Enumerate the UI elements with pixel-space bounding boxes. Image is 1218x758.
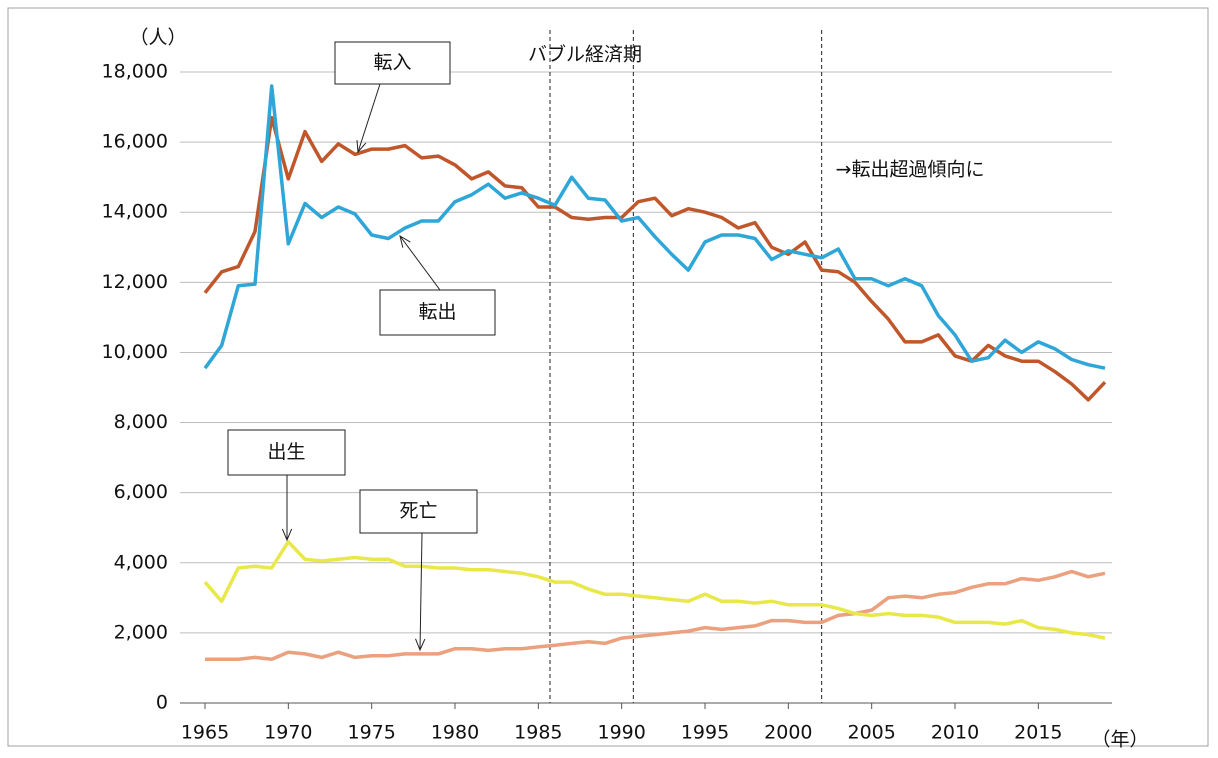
y-tick-label: 4,000 xyxy=(114,551,168,573)
x-tick-label: 1965 xyxy=(181,722,229,744)
y-unit-label: （人） xyxy=(129,27,186,49)
callout-arrowhead xyxy=(399,234,411,248)
x-tick-label: 1990 xyxy=(597,722,645,744)
legend-label: 出生 xyxy=(267,441,305,463)
series-line xyxy=(203,84,1106,370)
series-line xyxy=(203,539,1106,640)
callout-arrow xyxy=(399,235,441,291)
x-tick-label: 2015 xyxy=(1014,722,1062,744)
y-tick-label: 18,000 xyxy=(102,61,168,83)
callout-arrow xyxy=(357,83,381,153)
chart-frame xyxy=(7,7,1209,747)
y-tick-label: 6,000 xyxy=(114,481,168,503)
y-tick-label: 10,000 xyxy=(102,341,168,363)
y-tick-label: 12,000 xyxy=(102,271,168,293)
callout-arrowhead xyxy=(356,140,367,154)
legend-label: 転出 xyxy=(418,301,456,323)
legend-label: 死亡 xyxy=(399,500,437,522)
annotation: →転出超過傾向に xyxy=(836,159,985,181)
y-tick-label: 2,000 xyxy=(114,621,168,643)
callout-arrow xyxy=(419,532,423,651)
x-unit-label: （年） xyxy=(1091,729,1148,751)
series-line xyxy=(203,115,1107,402)
x-tick-label: 1985 xyxy=(514,722,562,744)
x-tick-label: 2005 xyxy=(847,722,895,744)
callout-box xyxy=(379,289,496,336)
x-tick-label: 1995 xyxy=(681,722,729,744)
callout-box xyxy=(359,489,478,534)
x-tick-label: 1980 xyxy=(431,722,479,744)
x-tick-label: 2000 xyxy=(764,722,812,744)
y-tick-label: 0 xyxy=(156,692,168,714)
x-tick-label: 1975 xyxy=(347,722,395,744)
annotation: バブル経済期 xyxy=(528,43,642,66)
callout-box xyxy=(334,41,451,85)
y-tick-label: 14,000 xyxy=(102,201,168,223)
legend-label: 転入 xyxy=(373,52,411,74)
callout-arrowhead xyxy=(415,638,426,652)
series-line xyxy=(205,569,1106,661)
callout-arrowhead xyxy=(281,528,293,542)
x-tick-label: 2010 xyxy=(931,722,979,744)
y-tick-label: 16,000 xyxy=(102,131,168,153)
y-tick-label: 8,000 xyxy=(114,411,168,433)
x-tick-label: 1970 xyxy=(264,722,312,744)
